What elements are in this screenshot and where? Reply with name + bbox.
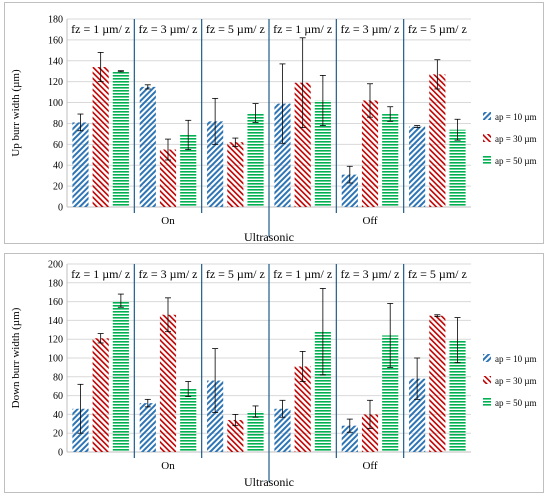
y-tick-label: 180 — [48, 278, 63, 289]
y-tick-label: 140 — [48, 316, 63, 327]
legend-label: ap = 30 µm — [495, 134, 537, 144]
legend-swatch — [483, 134, 491, 142]
bar — [72, 122, 89, 207]
bottom-chart-panel: 0 20 40 60 80 100 120 140 160 180 200 fz = 1 µm/ z f… — [4, 253, 544, 493]
y-tick-label: 100 — [48, 354, 63, 365]
y-tick-label: 80 — [53, 119, 63, 130]
bar — [227, 420, 244, 452]
legend-swatch — [483, 376, 491, 384]
bar — [449, 129, 466, 207]
legend-label: ap = 30 µm — [495, 376, 537, 386]
subgroup-label: fz = 3 µm/ z — [139, 22, 198, 36]
y-tick-label: 120 — [48, 335, 63, 346]
bar — [159, 314, 177, 452]
subgroup-label: fz = 3 µm/ z — [341, 267, 400, 281]
y-tick-label: 20 — [53, 429, 63, 440]
y-tick-label: 80 — [53, 372, 63, 383]
y-tick-label: 160 — [48, 297, 63, 308]
legend-label: ap = 10 µm — [495, 112, 537, 122]
bar — [294, 366, 311, 452]
legend-swatch — [483, 398, 491, 406]
bar — [382, 114, 399, 207]
y-tick-label: 40 — [53, 410, 63, 421]
legend-label: ap = 50 µm — [495, 398, 537, 408]
subgroup-label: fz = 5 µm/ z — [206, 267, 265, 281]
bar — [247, 113, 264, 207]
bar — [314, 100, 331, 207]
subgroup-label: fz = 1 µm/ z — [273, 22, 332, 36]
y-tick-label: 0 — [58, 448, 63, 459]
y-tick-label: 20 — [53, 182, 63, 193]
group-label: Off — [362, 215, 377, 227]
y-tick-label: 200 — [48, 260, 63, 271]
subgroup-label: fz = 1 µm/ z — [71, 22, 130, 36]
x-axis-title: Ultrasonic — [244, 475, 294, 489]
top-chart-panel: 0 20 40 60 80 100 120 140 160 180 fz = 1 µm/ z fz =… — [4, 2, 544, 244]
bar — [294, 82, 311, 207]
legend-swatch — [483, 112, 491, 120]
subgroup-label: fz = 3 µm/ z — [341, 22, 400, 36]
bar — [341, 174, 358, 207]
group-label: On — [161, 460, 175, 472]
y-tick-label: 180 — [48, 15, 63, 26]
y-axis-title: Up burr width (µm) — [10, 69, 22, 157]
subgroup-label: fz = 1 µm/ z — [71, 267, 130, 281]
bar — [112, 71, 129, 207]
bar — [207, 121, 224, 207]
bar — [361, 100, 379, 207]
bar — [139, 86, 156, 207]
bar — [314, 331, 331, 452]
group-label: Off — [362, 460, 377, 472]
down-burr-width-chart: 0 20 40 60 80 100 120 140 160 180 200 fz = 1 µm/ z f… — [10, 260, 537, 490]
y-axis-title: Down burr width (µm) — [10, 307, 22, 408]
bar — [409, 126, 426, 207]
y-tick-label: 0 — [58, 203, 63, 214]
bar — [159, 149, 177, 207]
y-tick-label: 40 — [53, 161, 63, 172]
y-tick-label: 60 — [53, 391, 63, 402]
subgroup-label: fz = 5 µm/ z — [408, 267, 467, 281]
subgroup-label: fz = 1 µm/ z — [273, 267, 332, 281]
bar — [274, 408, 291, 452]
subgroup-label: fz = 5 µm/ z — [206, 22, 265, 36]
bar — [409, 378, 426, 452]
up-burr-width-chart: 0 20 40 60 80 100 120 140 160 180 fz = 1 µm/ z fz =… — [10, 15, 537, 244]
bar — [274, 103, 291, 207]
bar — [429, 315, 446, 452]
subgroup-label: fz = 5 µm/ z — [408, 22, 467, 36]
subgroup-label: fz = 3 µm/ z — [139, 267, 198, 281]
legend-label: ap = 50 µm — [495, 156, 537, 166]
bar — [92, 338, 109, 452]
y-tick-label: 160 — [48, 35, 63, 46]
bar — [92, 67, 109, 208]
legend-label: ap = 10 µm — [495, 354, 537, 364]
bar — [227, 142, 244, 207]
bar — [112, 300, 129, 452]
y-tick-label: 60 — [53, 140, 63, 151]
bar — [247, 411, 264, 452]
bar — [449, 340, 466, 452]
bar — [382, 335, 399, 452]
bar — [361, 414, 379, 452]
y-tick-label: 140 — [48, 56, 63, 67]
bar — [180, 389, 197, 452]
group-label: On — [161, 215, 175, 227]
legend-swatch — [483, 156, 491, 164]
y-tick-label: 120 — [48, 77, 63, 88]
y-tick-label: 100 — [48, 98, 63, 109]
bar — [139, 403, 156, 452]
legend-swatch — [483, 354, 491, 362]
bar — [207, 380, 224, 452]
bar — [180, 134, 197, 207]
x-axis-title: Ultrasonic — [244, 230, 294, 243]
bar — [341, 425, 358, 452]
bar — [429, 74, 446, 207]
